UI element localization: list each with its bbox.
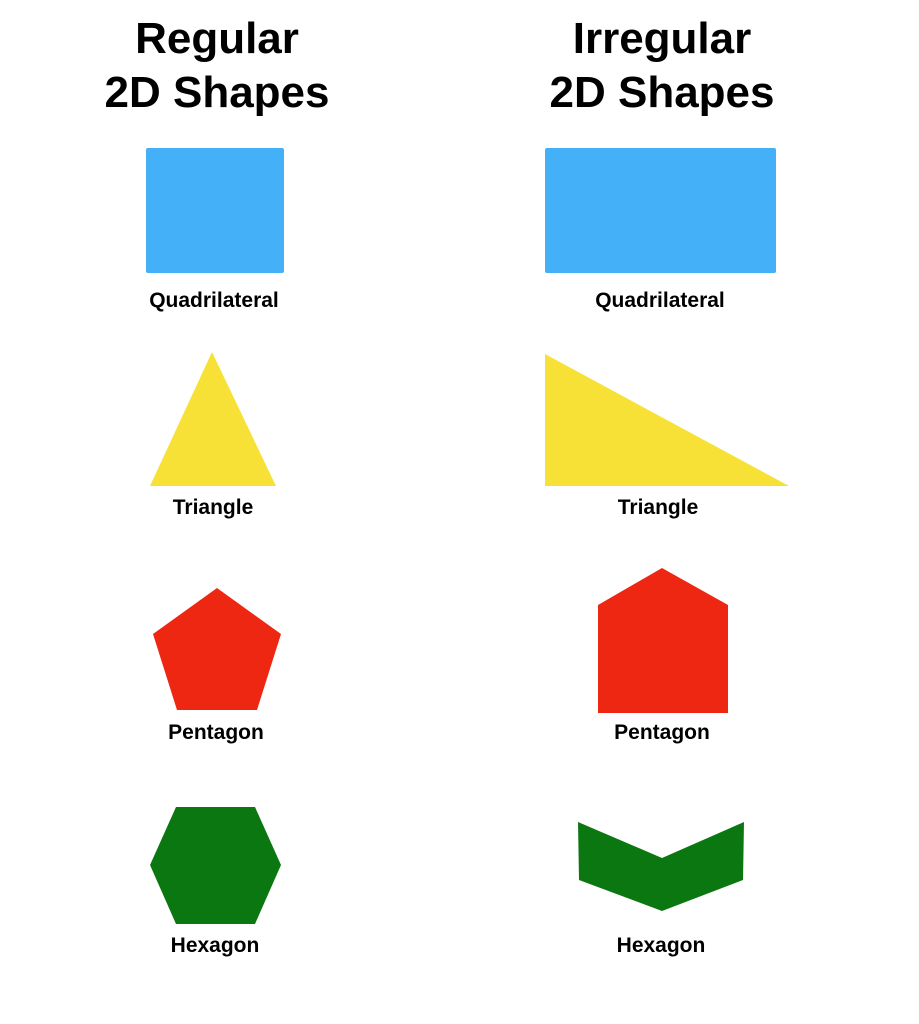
irregular-title-line2: 2D Shapes [549,68,775,117]
regular-pentagon-label: Pentagon [168,721,264,744]
regular-triangle-shape [150,352,276,486]
regular-title-line1: Regular [135,14,299,63]
regular-hexagon-label: Hexagon [170,934,260,957]
regular-triangle-label: Triangle [172,496,254,519]
regular-column-title: Regular 2D Shapes [47,12,387,120]
regular-hexagon-shape [150,807,281,924]
regular-title-line2: 2D Shapes [104,68,330,117]
regular-pentagon-shape [153,588,281,710]
irregular-pentagon-label: Pentagon [614,721,710,744]
irregular-title-line1: Irregular [572,14,752,63]
irregular-triangle-label: Triangle [617,496,699,519]
irregular-hexagon-shape [578,822,744,911]
irregular-pentagon-shape [598,568,728,713]
irregular-column-title: Irregular 2D Shapes [492,12,832,120]
regular-quadrilateral-label: Quadrilateral [149,289,279,312]
irregular-quadrilateral-label: Quadrilateral [595,289,725,312]
irregular-quadrilateral-shape [545,148,776,273]
irregular-triangle-shape [545,354,789,486]
regular-quadrilateral-shape [146,148,284,273]
irregular-hexagon-label: Hexagon [616,934,706,957]
